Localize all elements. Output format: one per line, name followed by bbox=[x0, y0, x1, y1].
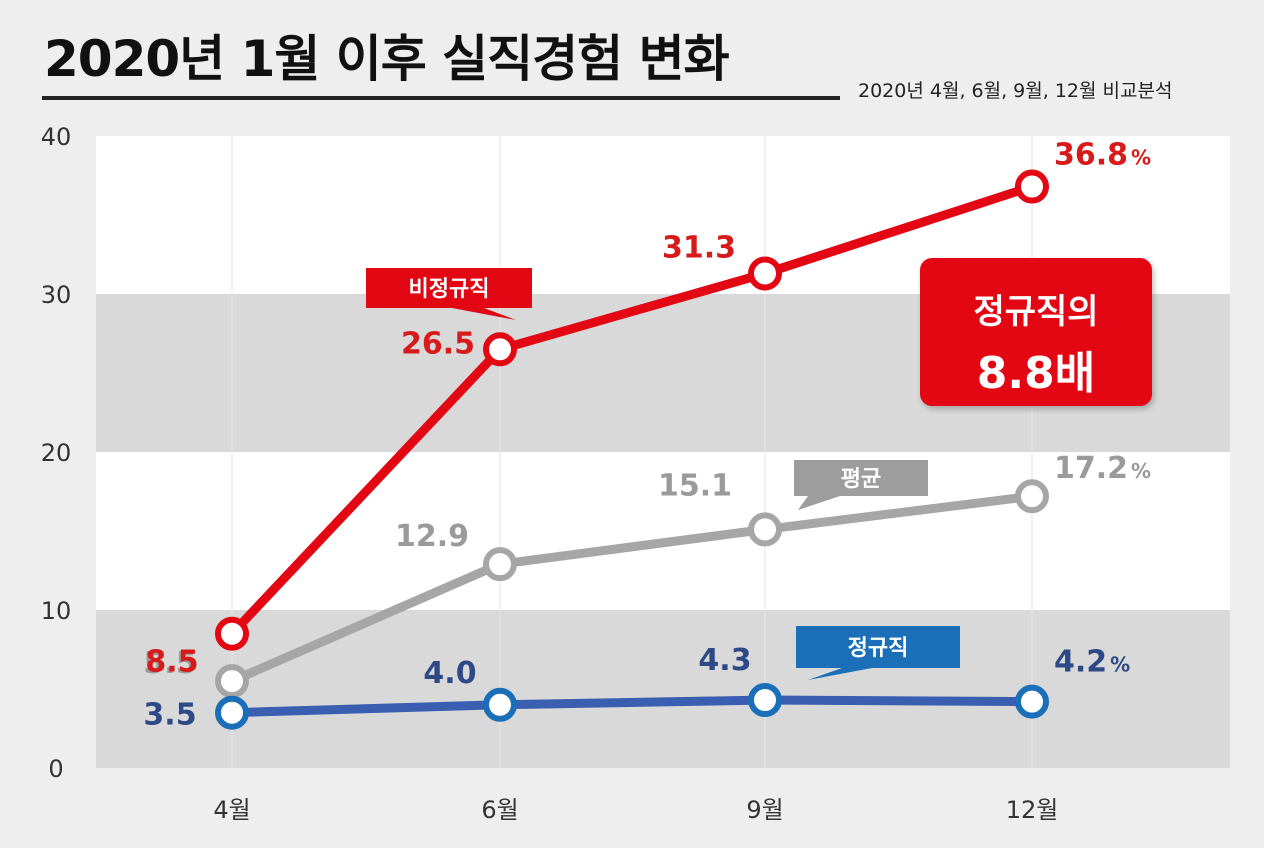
point-marker-average bbox=[748, 512, 782, 547]
point-marker-nonregular bbox=[483, 332, 517, 367]
data-label-nonregular: 8.5 bbox=[145, 645, 198, 680]
data-label-average: 5.5 bbox=[143, 646, 196, 681]
data-label-regular: 4.0 bbox=[423, 656, 476, 691]
series-tag-tail bbox=[798, 496, 840, 510]
callout-line1: 정규직의 bbox=[973, 292, 1099, 332]
series-tag-label: 비정규직 bbox=[409, 277, 490, 302]
data-label-average: 17.2% bbox=[1054, 451, 1151, 486]
point-marker-nonregular bbox=[215, 616, 249, 651]
series-tag-box bbox=[794, 460, 928, 496]
y-tick-label: 0 bbox=[48, 755, 63, 783]
chart-subtitle: 2020년 4월, 6월, 9월, 12월 비교분석 bbox=[858, 80, 1173, 102]
point-marker-nonregular bbox=[748, 256, 782, 291]
series-tag-box bbox=[796, 626, 960, 668]
series-line-average bbox=[227, 491, 1037, 686]
series-tag-average: 평균 bbox=[794, 460, 928, 510]
series-line-regular bbox=[227, 695, 1037, 718]
series-tag-tail bbox=[452, 308, 516, 320]
point-marker-nonregular bbox=[1015, 169, 1049, 204]
y-tick-label: 10 bbox=[41, 597, 72, 625]
data-label-average: 12.9 bbox=[395, 519, 469, 554]
data-label-average: 15.1 bbox=[658, 468, 732, 503]
series-tag-label: 정규직 bbox=[848, 636, 909, 661]
callout-line2: 8.8배 bbox=[976, 348, 1096, 399]
point-marker-average bbox=[483, 547, 517, 582]
series-tag-label: 평균 bbox=[841, 467, 881, 492]
series-tag-tail bbox=[808, 668, 872, 680]
point-marker-regular bbox=[215, 695, 249, 730]
x-tick-label: 6월 bbox=[481, 796, 518, 824]
point-marker-regular bbox=[1015, 684, 1049, 719]
data-label-nonregular: 31.3 bbox=[662, 230, 736, 265]
y-tick-label: 30 bbox=[41, 281, 72, 309]
grid-band bbox=[96, 610, 1230, 768]
ratio-callout: 정규직의 8.8배 bbox=[920, 258, 1152, 406]
data-label-regular: 3.5 bbox=[143, 698, 196, 733]
data-label-nonregular: 26.5 bbox=[401, 326, 475, 361]
series-tag-regular: 정규직 bbox=[796, 626, 960, 680]
point-marker-regular bbox=[748, 683, 782, 718]
series-tag-nonregular: 비정규직 bbox=[366, 268, 532, 320]
x-tick-label: 12월 bbox=[1006, 796, 1059, 824]
data-label-regular: 4.3 bbox=[698, 643, 751, 678]
data-label-regular: 4.2% bbox=[1054, 645, 1130, 680]
series-line-nonregular bbox=[227, 182, 1037, 639]
y-tick-label: 20 bbox=[41, 439, 72, 467]
series-tag-box bbox=[366, 268, 532, 308]
point-marker-regular bbox=[483, 687, 517, 722]
point-marker-average bbox=[215, 664, 249, 699]
point-marker-average bbox=[1015, 479, 1049, 514]
y-tick-label: 40 bbox=[41, 123, 72, 151]
title-underline bbox=[42, 96, 840, 100]
data-label-nonregular: 36.8% bbox=[1054, 138, 1151, 173]
x-tick-label: 4월 bbox=[213, 796, 250, 824]
chart-title: 2020년 1월 이후 실직경험 변화 bbox=[44, 30, 730, 88]
x-tick-label: 9월 bbox=[746, 796, 783, 824]
